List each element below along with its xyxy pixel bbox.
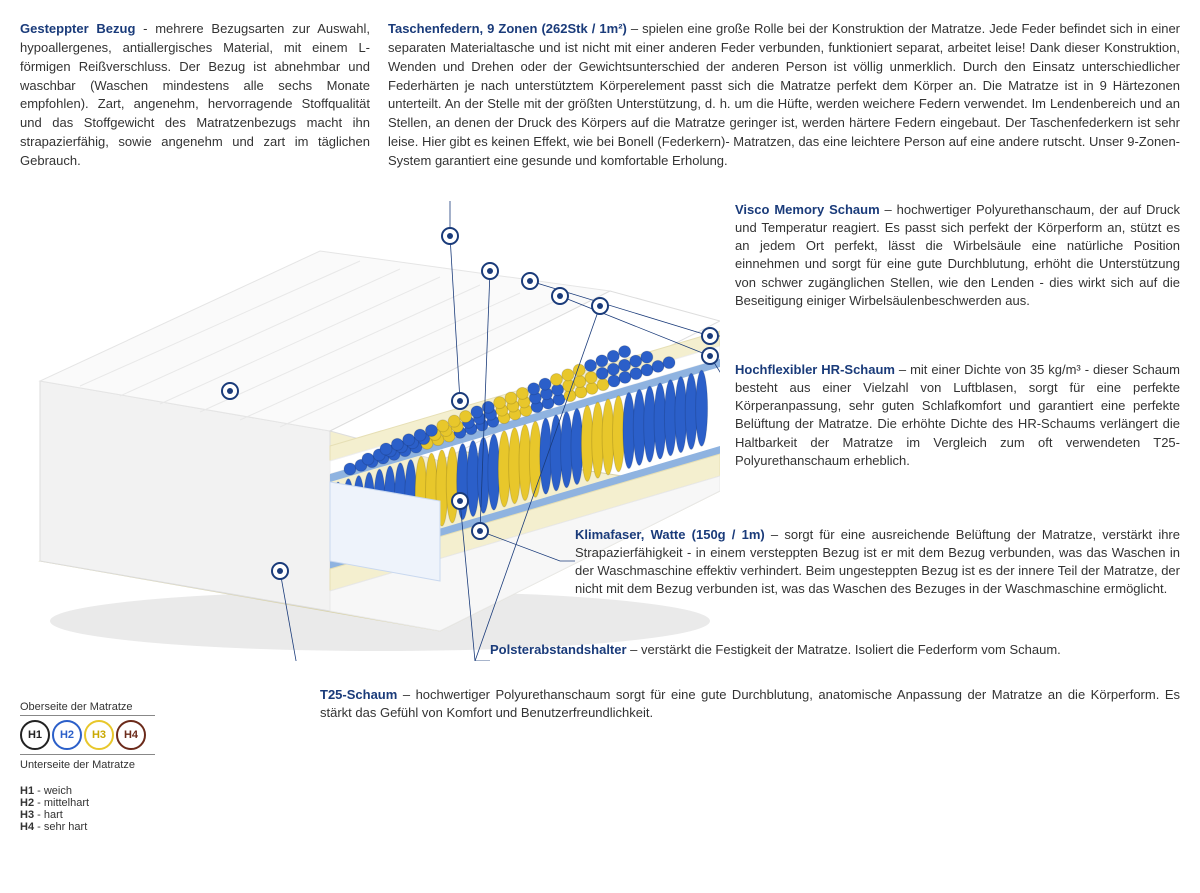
legend-def-h2: H2 - mittelhart	[20, 797, 155, 809]
callout-t25: T25-Schaum – hochwertiger Polyurethansch…	[320, 686, 1180, 722]
callout-klima: Klimafaser, Watte (150g / 1m) – sorgt fü…	[575, 526, 1180, 599]
callout-visco-title: Visco Memory Schaum	[735, 202, 880, 217]
marker-visco-right	[702, 328, 718, 344]
legend-circle-h4: H4	[116, 720, 146, 750]
callout-polster: Polsterabstandshalter – verstärkt die Fe…	[490, 641, 1180, 659]
legend-def-h1: H1 - weich	[20, 785, 155, 797]
legend-def-h4: H4 - sehr hart	[20, 821, 155, 833]
intro-bezug-body: - mehrere Bezugsarten zur Auswahl, hypoa…	[20, 21, 370, 168]
legend-circle-h2: H2	[52, 720, 82, 750]
callout-visco: Visco Memory Schaum – hochwertiger Polyu…	[735, 201, 1180, 310]
diagram-area: Visco Memory Schaum – hochwertiger Polyu…	[20, 181, 1180, 741]
marker-klima-bot	[472, 523, 488, 539]
callout-visco-body: – hochwertiger Polyurethanschaum, der au…	[735, 202, 1180, 308]
callout-klima-title: Klimafaser, Watte (150g / 1m)	[575, 527, 765, 542]
legend-top-label: Oberseite der Matratze	[20, 701, 155, 713]
marker-t25-bot	[272, 563, 288, 579]
intro-bezug-title: Gesteppter Bezug	[20, 21, 135, 36]
marker-feder-mid	[452, 393, 468, 409]
legend-circle-h1: H1	[20, 720, 50, 750]
marker-klima-top	[482, 263, 498, 279]
marker-visco-top	[522, 273, 538, 289]
callout-t25-title: T25-Schaum	[320, 687, 397, 702]
marker-hr-right	[702, 348, 718, 364]
intro-federn-body: – spielen eine große Rolle bei der Konst…	[388, 21, 1180, 168]
intro-bezug: Gesteppter Bezug - mehrere Bezugsarten z…	[20, 20, 370, 171]
legend-def-h3: H3 - hart	[20, 809, 155, 821]
marker-polster-bot	[452, 493, 468, 509]
callout-t25-body: – hochwertiger Polyurethanschaum sorgt f…	[320, 687, 1180, 720]
hardness-legend: Oberseite der Matratze H1H2H3H4 Untersei…	[20, 701, 155, 833]
marker-feder-top	[442, 228, 458, 244]
legend-bottom-label: Unterseite der Matratze	[20, 759, 155, 771]
callout-polster-body: – verstärkt die Festigkeit der Matratze.…	[627, 642, 1061, 657]
legend-circle-h3: H3	[84, 720, 114, 750]
intro-federn-title: Taschenfedern, 9 Zonen (262Stk / 1m²)	[388, 21, 627, 36]
intro-federn: Taschenfedern, 9 Zonen (262Stk / 1m²) – …	[388, 20, 1180, 171]
callout-hr-title: Hochflexibler HR-Schaum	[735, 362, 895, 377]
callout-polster-title: Polsterabstandshalter	[490, 642, 627, 657]
marker-hr-top	[552, 288, 568, 304]
callout-hr-body: – mit einer Dichte von 35 kg/m³ - dieser…	[735, 362, 1180, 468]
marker-polster-top	[592, 298, 608, 314]
callout-hr: Hochflexibler HR-Schaum – mit einer Dich…	[735, 361, 1180, 470]
marker-bezug	[222, 383, 238, 399]
